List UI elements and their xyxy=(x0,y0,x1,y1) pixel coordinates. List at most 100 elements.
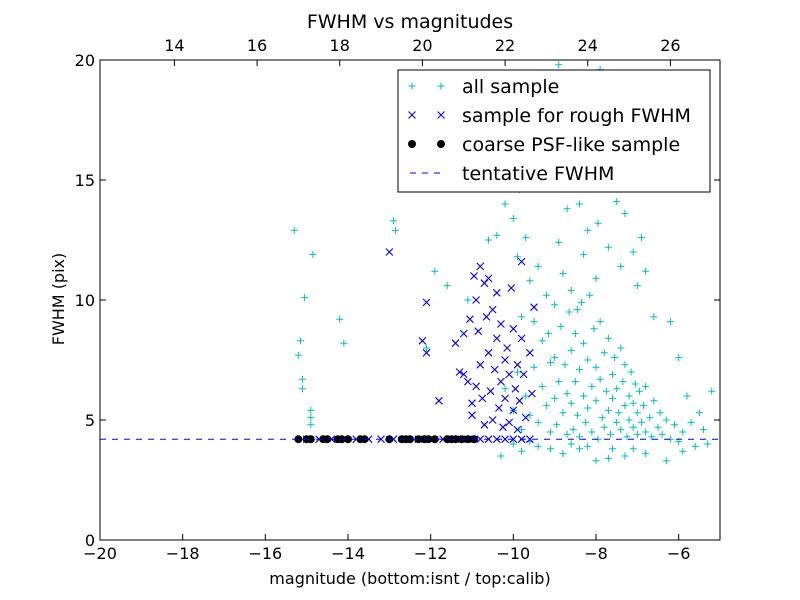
data-point-x xyxy=(494,404,503,412)
x-tick-label: −12 xyxy=(414,544,448,563)
y-tick-label: 5 xyxy=(85,411,95,430)
data-point-plus xyxy=(336,315,344,323)
data-point-plus xyxy=(584,356,592,364)
data-point-plus xyxy=(534,442,542,450)
data-point-plus xyxy=(679,428,687,436)
data-point-x xyxy=(478,394,487,403)
y-tick-label: 15 xyxy=(75,171,95,190)
data-point-plus xyxy=(575,445,583,453)
data-point-plus xyxy=(547,358,555,366)
data-point-plus xyxy=(654,423,662,431)
data-point-plus xyxy=(671,421,679,429)
data-point-plus xyxy=(518,426,526,434)
data-point-x xyxy=(525,348,534,357)
data-point-plus xyxy=(609,370,617,378)
data-point-plus xyxy=(301,294,309,302)
data-point-plus xyxy=(534,262,542,270)
data-point-plus xyxy=(615,409,623,417)
ticks-layer: −20 −18 −16 −14 −12 −10 −8 −6 0 5 10 15 20 14 16 18 20 22… xyxy=(75,36,720,563)
data-point-plus xyxy=(582,418,590,426)
data-point-plus xyxy=(569,426,577,434)
data-point-circle xyxy=(451,435,460,444)
data-point-plus xyxy=(518,447,526,455)
data-point-plus xyxy=(586,291,594,299)
data-point-plus xyxy=(646,414,654,422)
data-point-plus xyxy=(513,368,521,376)
data-point-plus xyxy=(530,363,538,371)
data-point-x xyxy=(528,389,536,398)
data-point-plus xyxy=(633,430,641,438)
data-point-x xyxy=(492,334,501,343)
data-point-plus xyxy=(617,426,625,434)
legend-box xyxy=(397,69,711,193)
legend-label: tentative FWHM xyxy=(462,163,614,185)
data-point-plus xyxy=(640,402,648,410)
data-point-plus xyxy=(650,313,658,321)
data-point-plus xyxy=(609,445,617,453)
data-point-x xyxy=(463,377,472,386)
data-point-plus xyxy=(580,392,588,400)
top-x-tick-label: 18 xyxy=(330,36,350,55)
data-point-plus xyxy=(617,344,625,352)
data-point-x xyxy=(511,384,520,393)
data-point-plus xyxy=(613,198,621,206)
data-point-plus xyxy=(307,414,315,422)
data-point-x xyxy=(480,420,489,429)
data-point-x xyxy=(451,339,460,348)
data-point-x xyxy=(501,356,509,364)
data-point-plus xyxy=(509,214,517,222)
y-tick-label: 0 xyxy=(85,531,95,550)
data-point-plus xyxy=(423,344,431,352)
x-axis-label: magnitude (bottom:isnt / top:calib) xyxy=(269,569,550,588)
data-point-circle xyxy=(344,435,352,444)
data-point-plus xyxy=(590,325,598,333)
data-point-plus xyxy=(567,399,575,407)
data-point-plus xyxy=(600,349,608,357)
data-point-plus xyxy=(662,416,670,424)
data-point-plus xyxy=(340,339,348,347)
data-point-x xyxy=(519,370,528,379)
data-point-plus xyxy=(547,428,555,436)
data-point-x xyxy=(488,305,497,314)
data-point-plus xyxy=(588,428,596,436)
data-point-plus xyxy=(299,385,307,393)
data-point-plus xyxy=(592,457,600,465)
data-point-plus xyxy=(290,226,298,234)
data-point-x xyxy=(525,435,534,444)
data-point-plus xyxy=(629,423,637,431)
data-point-plus xyxy=(629,445,637,453)
data-point-plus xyxy=(683,392,691,400)
data-point-plus xyxy=(553,421,561,429)
data-point-x xyxy=(501,394,509,403)
data-point-plus xyxy=(592,274,600,282)
data-point-plus xyxy=(598,414,606,422)
data-point-x xyxy=(468,411,476,420)
data-point-circle xyxy=(323,435,332,444)
data-point-plus xyxy=(559,270,567,278)
data-point-plus xyxy=(635,387,643,395)
data-point-plus xyxy=(522,392,530,400)
data-point-plus xyxy=(578,298,586,306)
data-point-x xyxy=(476,262,485,271)
data-point-plus xyxy=(551,354,559,362)
data-point-plus xyxy=(573,411,581,419)
data-point-plus xyxy=(544,330,552,338)
series-1 xyxy=(302,248,538,444)
data-point-plus xyxy=(592,397,600,405)
data-point-plus xyxy=(580,250,588,258)
data-point-x xyxy=(455,368,464,376)
data-point-plus xyxy=(534,418,542,426)
data-point-plus xyxy=(526,277,534,285)
data-point-plus xyxy=(602,387,610,395)
data-point-plus xyxy=(642,428,650,436)
data-point-plus xyxy=(559,409,567,417)
top-x-tick-label: 20 xyxy=(412,36,432,55)
data-point-x xyxy=(484,274,493,283)
data-point-plus xyxy=(580,339,588,347)
data-point-plus xyxy=(650,397,658,405)
data-point-plus xyxy=(625,416,633,424)
data-point-plus xyxy=(573,306,581,314)
data-point-x xyxy=(499,423,507,432)
data-point-x xyxy=(476,360,485,369)
